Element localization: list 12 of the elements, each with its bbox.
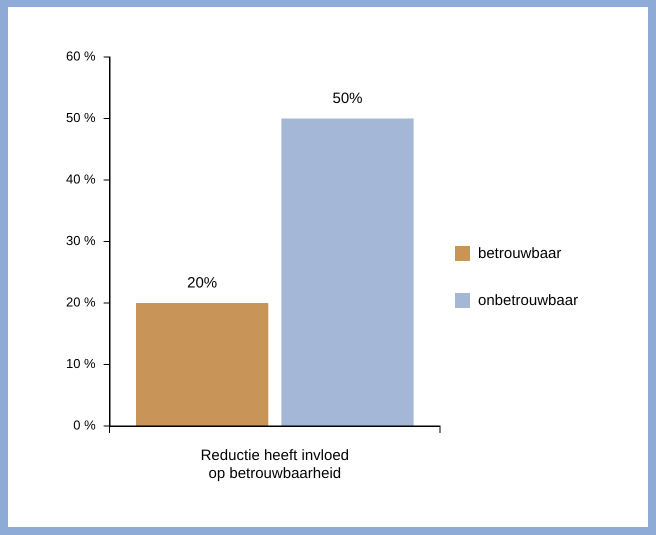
y-tick-label: 0 % [73, 418, 96, 433]
y-tick-label: 30 % [66, 233, 96, 248]
legend-label: betrouwbaar [478, 245, 562, 262]
y-tick-label: 40 % [66, 172, 96, 187]
y-tick-label: 20 % [66, 294, 96, 310]
x-tick-label: Reductie heeft invloed op betrouwbaarheid [200, 447, 350, 482]
data-label: 50% [332, 90, 363, 108]
y-tick-label: 50 % [66, 110, 96, 126]
y-tick-label: 10 % [66, 356, 96, 372]
legend-label: onbetrouwbaar [478, 292, 578, 309]
data-label: 20% [187, 274, 218, 292]
y-tick-label: 60 % [66, 48, 96, 64]
